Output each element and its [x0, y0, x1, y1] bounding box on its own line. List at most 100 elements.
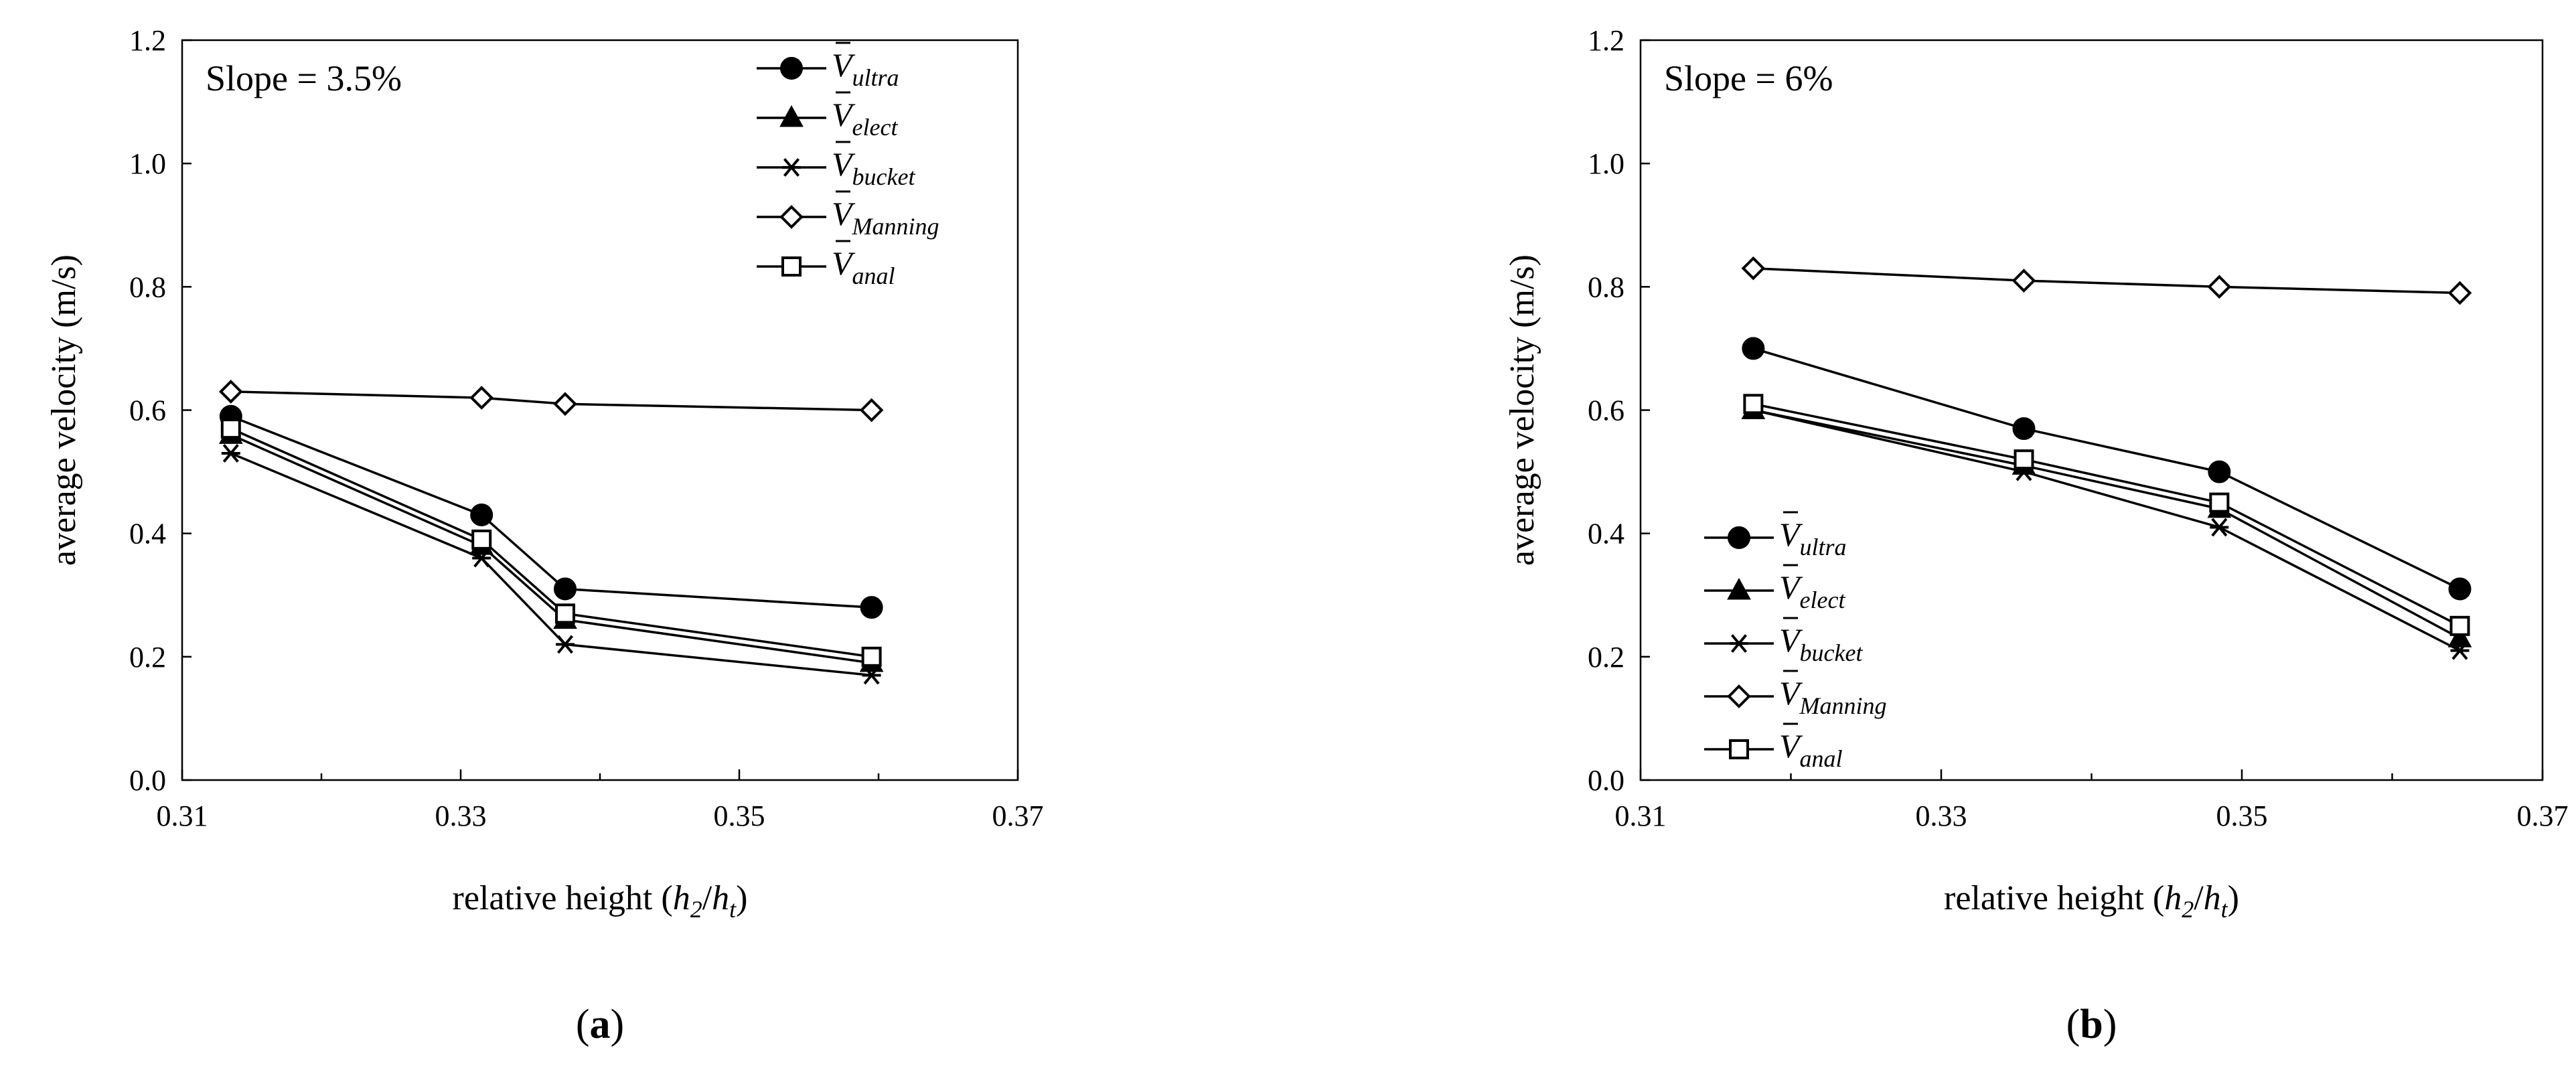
data-point-circle [2448, 577, 2472, 601]
y-tick-label: 0.4 [1588, 518, 1624, 550]
legend-marker-circle [780, 57, 803, 80]
y-tick-label: 0.2 [129, 641, 166, 674]
data-point-diamond [469, 386, 494, 410]
legend-item-manning: VManning [1704, 670, 1887, 719]
legend-item-anal: Vanal [1704, 722, 1843, 772]
legend-label: Velect [1779, 568, 1845, 613]
data-point-circle [1742, 337, 1765, 360]
plot-area-frame [1639, 39, 2544, 781]
data-point-circle [2012, 417, 2036, 441]
series-line-elect [1753, 408, 2461, 639]
series-line-elect [230, 433, 872, 664]
data-point-asterisk [2210, 518, 2229, 537]
series-line-bucket [230, 452, 872, 677]
legend-label: Vbucket [832, 145, 915, 190]
legend-marker-square [781, 256, 802, 277]
legend-item-elect: Velect [1704, 564, 1845, 613]
series-line-anal [1753, 402, 2461, 627]
series-line-anal [230, 427, 872, 658]
data-point-asterisk [2450, 641, 2470, 660]
y-axis-label: average velocity (m/s) [45, 254, 83, 566]
panel-label: (a) [576, 1002, 624, 1047]
data-point-diamond [218, 380, 243, 404]
data-point-circle [554, 577, 577, 601]
x-tick-label: 0.31 [157, 799, 208, 832]
data-point-diamond [2207, 275, 2232, 299]
y-tick-label: 0.2 [1588, 641, 1624, 674]
chart-panel-b: 0.0 0.2 0.4 0.6 0.8 1.0 1.2 0.31 0.33 0.35 0.37 ave… [1503, 24, 2569, 1047]
legend-label: Vultra [832, 46, 899, 91]
legend-label: Vultra [1779, 516, 1847, 560]
series-ultra [219, 404, 883, 619]
data-point-diamond [1741, 256, 1766, 281]
series-line-bucket [1752, 408, 2461, 652]
series-anal [1743, 394, 2470, 636]
legend-marker-triangle [779, 104, 804, 127]
legend-label: VManning [832, 195, 939, 240]
data-point-diamond [2447, 281, 2472, 305]
series-line-manning [230, 390, 872, 412]
series-elect [1741, 397, 2472, 647]
plot-area-frame [181, 39, 1019, 781]
y-tick-label: 1.0 [1588, 147, 1624, 180]
legend-label: Vanal [832, 244, 895, 289]
x-tick-label: 0.33 [435, 799, 487, 832]
data-point-asterisk [862, 666, 881, 685]
legend-item-elect: Velect [757, 91, 898, 141]
x-tick-label: 0.35 [2216, 799, 2268, 832]
panel-label: (b) [2066, 1002, 2117, 1047]
legend-item-anal: Vanal [757, 240, 895, 289]
y-axis-label: average velocity (m/s) [1503, 254, 1541, 566]
data-point-square [555, 603, 575, 624]
data-point-square [861, 646, 882, 667]
legend-label: Vanal [1779, 727, 1843, 772]
data-point-asterisk [556, 635, 575, 654]
y-tick-label: 0.6 [1588, 394, 1624, 427]
legend-marker-circle [1728, 526, 1750, 549]
legend-marker-asterisk [782, 158, 801, 177]
legend-label: Vbucket [1779, 621, 1863, 666]
data-point-circle [860, 596, 883, 619]
data-point-square [1743, 394, 1764, 414]
y-tick-label: 1.0 [129, 147, 166, 180]
series-line-manning [1753, 266, 2460, 295]
y-tick-label: 0.4 [129, 518, 166, 550]
legend-label: VManning [1779, 674, 1887, 719]
legend-item-bucket: Vbucket [757, 141, 915, 190]
data-point-square [2449, 615, 2470, 636]
legend: Vultra Velect Vbucket VManning Vanal [1704, 511, 1887, 772]
legend-marker-diamond [1727, 684, 1751, 708]
data-point-square [471, 529, 492, 550]
y-tick-label: 1.2 [129, 24, 166, 57]
chart-panel-a: 0.0 0.2 0.4 0.6 0.8 1.0 1.2 0.31 0.33 0.35 0.37 ave… [45, 24, 1044, 1047]
y-tick-label: 0.0 [129, 764, 166, 797]
x-tick-label: 0.37 [2517, 799, 2569, 832]
legend-item-ultra: Vultra [1704, 511, 1847, 560]
y-tick-label: 0.0 [1588, 764, 1624, 797]
series-bucket [1744, 400, 2470, 660]
legend-item-ultra: Vultra [757, 42, 899, 91]
x-tick-label: 0.31 [1615, 799, 1667, 832]
series-line-ultra [1752, 347, 2461, 591]
slope-annotation: Slope = 3.5% [206, 58, 402, 98]
y-tick-label: 1.2 [1588, 24, 1624, 57]
data-point-circle [470, 504, 494, 527]
data-point-square [2014, 449, 2034, 470]
data-point-asterisk [472, 548, 491, 568]
legend-marker-asterisk [1730, 634, 1748, 653]
y-tick-label: 0.6 [129, 394, 166, 427]
data-point-square [220, 418, 241, 439]
slope-annotation: Slope = 6% [1664, 58, 1833, 98]
x-tick-label: 0.37 [992, 799, 1044, 832]
series-bucket [221, 444, 881, 685]
x-tick-label: 0.35 [714, 799, 765, 832]
data-point-asterisk [221, 444, 240, 463]
data-point-diamond [2012, 269, 2036, 293]
legend-label: Velect [832, 96, 898, 141]
y-tick-label: 0.8 [129, 271, 166, 303]
legend-marker-square [1729, 739, 1749, 759]
y-tick-label: 0.8 [1588, 271, 1624, 303]
legend-marker-diamond [779, 205, 804, 229]
series-elect [218, 422, 884, 672]
